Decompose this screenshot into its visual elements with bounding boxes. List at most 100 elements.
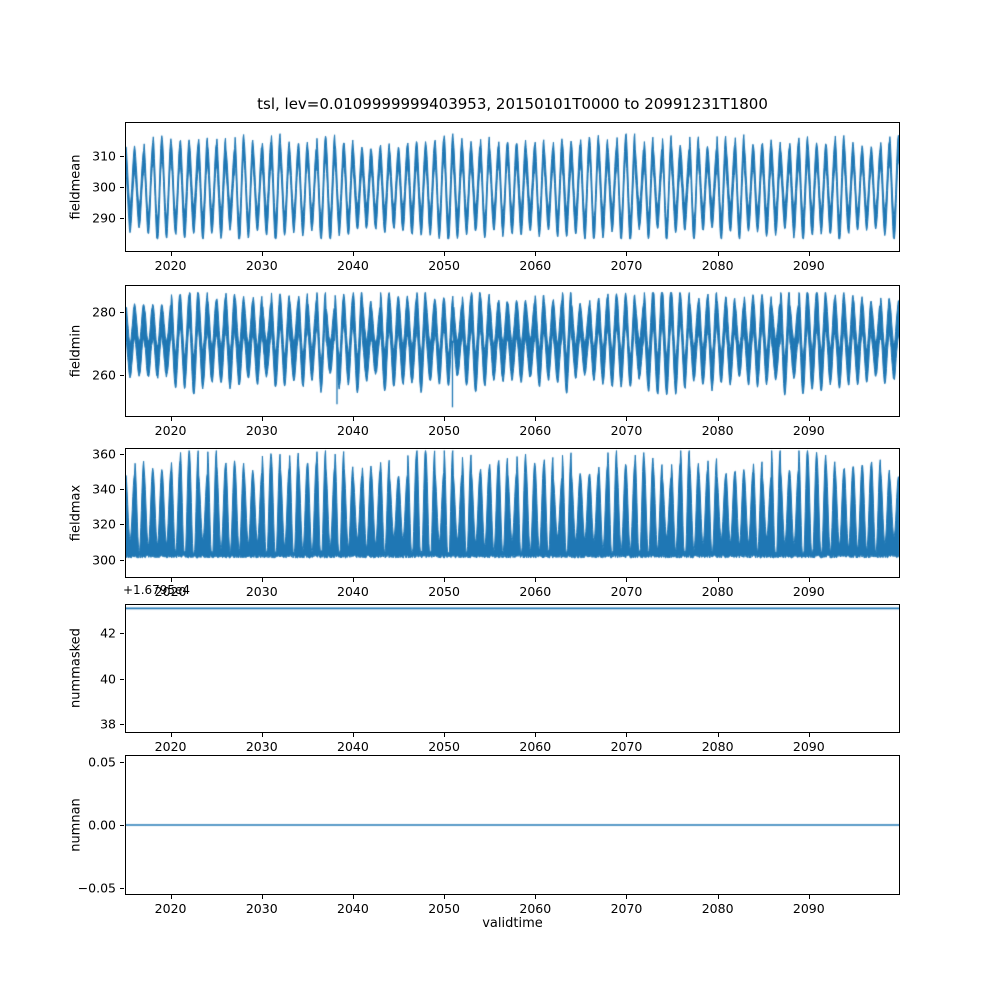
y-tick-label: 0.05 — [88, 754, 116, 770]
x-tick-mark — [352, 252, 354, 256]
x-tick-label: 2030 — [245, 739, 278, 754]
x-tick-mark — [535, 252, 537, 256]
x-tick-label: 2090 — [792, 584, 825, 599]
y-tick-mark — [120, 723, 124, 725]
y-tick-mark — [120, 217, 124, 219]
x-tick-label: 2080 — [701, 584, 734, 599]
x-tick-mark — [170, 417, 172, 421]
x-tick-mark — [352, 417, 354, 421]
x-tick-mark — [626, 417, 628, 421]
x-tick-label: 2090 — [792, 901, 825, 916]
y-tick-label: 40 — [100, 671, 116, 687]
y-tick-label: 280 — [92, 304, 116, 320]
x-tick-label: 2030 — [245, 423, 278, 438]
y-tick-mark — [120, 453, 124, 455]
x-tick-mark — [808, 252, 810, 256]
x-tick-label: 2020 — [154, 423, 187, 438]
x-tick-label: 2040 — [337, 584, 369, 599]
subplot-nummasked — [125, 604, 900, 733]
x-tick-mark — [717, 578, 719, 582]
x-tick-mark — [261, 252, 263, 256]
y-tick-mark — [120, 825, 124, 826]
x-tick-mark — [717, 733, 719, 737]
x-tick-label: 2040 — [337, 901, 369, 916]
y-tick-label: 0.00 — [88, 817, 116, 833]
y-tick-mark — [120, 678, 124, 680]
y-tick-label: 340 — [92, 481, 116, 497]
x-tick-label: 2030 — [245, 901, 278, 916]
y-tick-label: 38 — [100, 716, 116, 732]
figure-title: tsl, lev=0.0109999999403953, 20150101T00… — [257, 95, 768, 113]
x-tick-label: 2040 — [337, 258, 369, 273]
x-tick-mark — [808, 417, 810, 421]
x-tick-mark — [626, 252, 628, 256]
x-tick-label: 2080 — [701, 423, 734, 438]
y-tick-mark — [120, 524, 124, 526]
y-tick-mark — [120, 375, 124, 377]
x-tick-mark — [352, 578, 354, 582]
x-tick-mark — [535, 895, 537, 899]
x-tick-label: 2070 — [610, 901, 643, 916]
x-tick-label: 2040 — [337, 423, 369, 438]
y-tick-label: 360 — [92, 446, 116, 462]
x-tick-mark — [626, 895, 628, 899]
x-tick-mark — [170, 895, 172, 899]
x-tick-label: 2060 — [519, 258, 552, 273]
x-tick-mark — [808, 733, 810, 737]
x-tick-label: 2070 — [610, 739, 643, 754]
x-tick-label: 2070 — [610, 258, 643, 273]
x-tick-mark — [717, 895, 719, 899]
y-axis-offset-text: +1.6795e4 — [123, 583, 191, 597]
x-tick-mark — [261, 578, 263, 582]
numnan-plot — [126, 756, 899, 894]
x-tick-mark — [717, 417, 719, 421]
y-tick-label: 300 — [92, 552, 116, 568]
x-tick-mark — [170, 252, 172, 256]
x-tick-label: 2090 — [792, 739, 825, 754]
subplot-fieldmin — [125, 285, 900, 417]
y-tick-label: −0.05 — [77, 880, 116, 896]
x-tick-mark — [261, 733, 263, 737]
y-axis-label-fieldmean: fieldmean — [68, 154, 84, 220]
y-tick-mark — [120, 312, 124, 314]
x-tick-mark — [352, 895, 354, 899]
x-tick-label: 2050 — [428, 901, 461, 916]
x-tick-mark — [444, 733, 446, 737]
x-tick-label: 2030 — [245, 584, 278, 599]
x-axis-label: validtime — [482, 916, 543, 931]
x-tick-mark — [535, 733, 537, 737]
y-tick-mark — [120, 489, 124, 491]
x-tick-label: 2030 — [245, 258, 278, 273]
x-tick-label: 2040 — [337, 739, 369, 754]
x-tick-label: 2050 — [428, 739, 461, 754]
x-tick-label: 2020 — [154, 584, 187, 599]
y-tick-mark — [120, 633, 124, 635]
x-tick-label: 2050 — [428, 258, 461, 273]
x-tick-mark — [808, 578, 810, 582]
nummasked-plot — [126, 605, 899, 732]
y-axis-label-fieldmax: fieldmax — [68, 484, 84, 542]
y-tick-label: 300 — [92, 179, 116, 195]
x-tick-label: 2080 — [701, 901, 734, 916]
x-tick-label: 2090 — [792, 423, 825, 438]
x-tick-mark — [535, 578, 537, 582]
x-tick-mark — [808, 895, 810, 899]
x-tick-label: 2050 — [428, 584, 461, 599]
y-axis-label-nummasked: nummasked — [68, 628, 84, 708]
x-tick-label: 2050 — [428, 423, 461, 438]
x-tick-label: 2020 — [154, 901, 187, 916]
x-tick-label: 2070 — [610, 423, 643, 438]
x-tick-label: 2060 — [519, 584, 552, 599]
x-tick-label: 2020 — [154, 258, 187, 273]
x-tick-label: 2060 — [519, 901, 552, 916]
x-tick-label: 2070 — [610, 584, 643, 599]
x-tick-mark — [626, 733, 628, 737]
y-tick-mark — [120, 187, 124, 188]
x-tick-mark — [444, 895, 446, 899]
x-tick-label: 2090 — [792, 258, 825, 273]
y-tick-label: 260 — [92, 367, 116, 383]
y-tick-label: 310 — [92, 148, 116, 164]
x-tick-mark — [444, 578, 446, 582]
subplot-numnan — [125, 755, 900, 895]
x-tick-mark — [626, 578, 628, 582]
